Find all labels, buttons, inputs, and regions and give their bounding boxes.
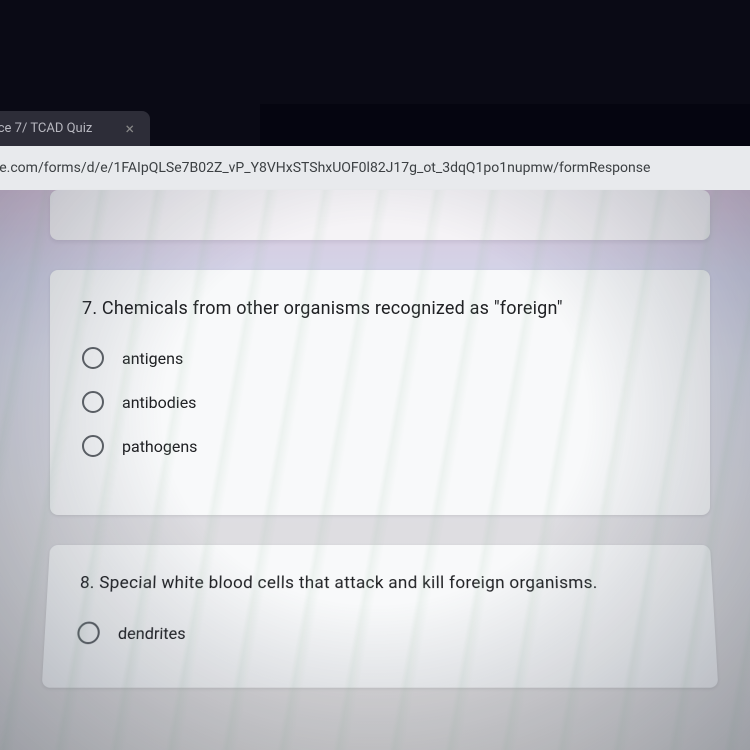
radio-icon[interactable] — [82, 347, 104, 369]
option-label: antibodies — [122, 393, 196, 412]
option-row[interactable]: dendrites — [77, 622, 683, 645]
question-card-7: 7. Chemicals from other organisms recogn… — [50, 270, 710, 515]
radio-icon[interactable] — [82, 435, 104, 457]
tab-title: Science 7/ TCAD Quiz — [0, 121, 92, 136]
question-text: 8. Special white blood cells that attack… — [79, 573, 680, 593]
question-text: 7. Chemicals from other organisms recogn… — [82, 298, 678, 319]
radio-icon[interactable] — [77, 622, 100, 645]
question-card-8: 8. Special white blood cells that attack… — [42, 545, 718, 688]
browser-tab[interactable]: Science 7/ TCAD Quiz × — [0, 111, 150, 146]
option-row[interactable]: antigens — [82, 347, 678, 369]
form-viewport: 7. Chemicals from other organisms recogn… — [0, 190, 750, 750]
option-label: antigens — [122, 349, 183, 368]
close-icon[interactable]: × — [125, 119, 134, 138]
option-label: dendrites — [118, 623, 186, 642]
previous-question-card — [50, 190, 710, 240]
option-row[interactable]: pathogens — [82, 435, 678, 457]
radio-icon[interactable] — [82, 391, 104, 413]
option-row[interactable]: antibodies — [82, 391, 678, 413]
tabstrip-dark-region — [260, 104, 750, 146]
address-bar[interactable]: oogle.com/forms/d/e/1FAIpQLSe7B02Z_vP_Y8… — [0, 146, 750, 190]
browser-chrome-dark: Science 7/ TCAD Quiz × oogle.com/forms/d… — [0, 0, 750, 190]
option-label: pathogens — [122, 437, 197, 456]
tab-strip: Science 7/ TCAD Quiz × — [0, 111, 150, 146]
url-text: oogle.com/forms/d/e/1FAIpQLSe7B02Z_vP_Y8… — [0, 160, 650, 176]
